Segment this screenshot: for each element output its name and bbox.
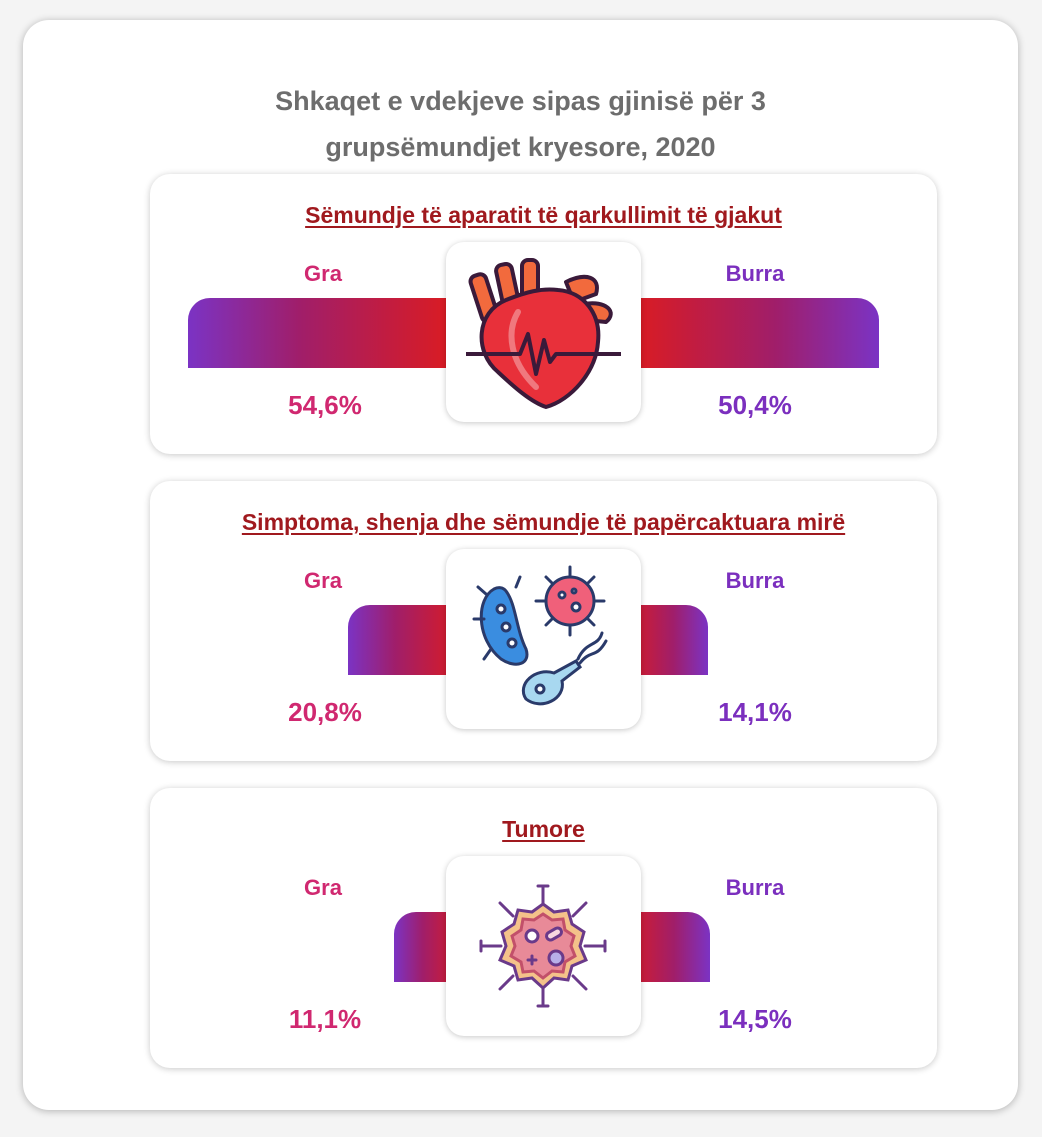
bar-gra	[188, 298, 466, 368]
panel-tumors: Tumore Gra Burra 11,1% 14,5%	[150, 788, 937, 1068]
value-burra: 14,5%	[718, 1004, 792, 1034]
panel-circulatory: Sëmundje të aparatit të qarkullimit të g…	[150, 174, 937, 454]
value-gra: 11,1%	[288, 1004, 362, 1034]
panel-title: Tumore	[502, 816, 585, 842]
chart-title-line1: Shkaqet e vdekjeve sipas gjinisë për 3	[275, 86, 766, 116]
infographic-card: Shkaqet e vdekjeve sipas gjinisë për 3 g…	[23, 20, 1018, 1110]
value-gra: 20,8%	[288, 697, 362, 727]
panel-title: Sëmundje të aparatit të qarkullimit të g…	[305, 202, 782, 228]
chart-title-line2: grupsëmundjet kryesore, 2020	[325, 132, 716, 162]
icon-box	[446, 549, 641, 729]
value-burra: 50,4%	[718, 390, 792, 420]
tumor-cell-icon	[479, 884, 607, 1008]
panel-ill-defined: Simptoma, shenja dhe sëmundje të papërca…	[150, 481, 937, 761]
value-gra: 54,6%	[288, 390, 362, 420]
heart-icon	[466, 258, 621, 409]
label-burra: Burra	[725, 568, 785, 593]
virus-bacteria-icon	[472, 565, 608, 706]
value-burra: 14,1%	[718, 697, 792, 727]
chart-title: Shkaqet e vdekjeve sipas gjinisë për 3 g…	[23, 78, 1018, 170]
label-gra: Gra	[304, 261, 342, 286]
label-gra: Gra	[304, 568, 342, 593]
label-burra: Burra	[725, 261, 785, 286]
icon-box	[446, 242, 641, 422]
panel-title: Simptoma, shenja dhe sëmundje të papërca…	[241, 509, 846, 535]
icon-box	[446, 856, 641, 1036]
label-burra: Burra	[725, 875, 785, 900]
label-gra: Gra	[304, 875, 342, 900]
bar-burra	[621, 298, 879, 368]
